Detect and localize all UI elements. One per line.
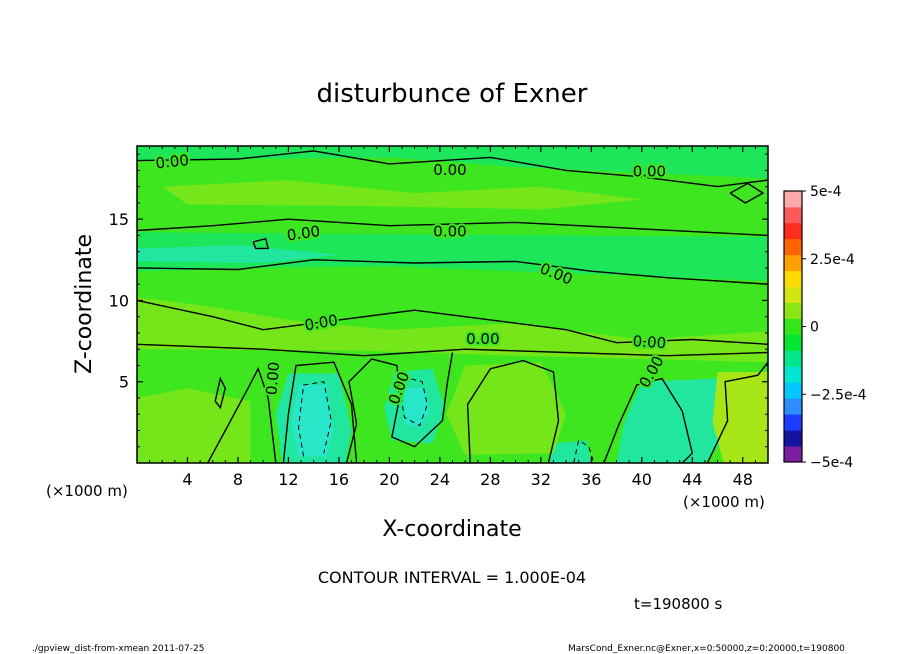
- x-tick-label: 40: [632, 470, 652, 489]
- field-patches: [137, 146, 768, 463]
- contour-line: [207, 366, 277, 463]
- x-tick-label: 32: [531, 470, 551, 489]
- colorbar-swatch: [784, 382, 802, 399]
- colorbar-tick-label: 5e-4: [810, 184, 842, 200]
- contour-line: [706, 361, 768, 463]
- x-tick-label: 36: [581, 470, 601, 489]
- y-axis-unit: (×1000 m): [46, 482, 128, 500]
- field-patch: [137, 388, 251, 463]
- colorbar-tick-labels: 5e-4 2.5e-4 0 −2.5e-4 −5e-4: [802, 184, 867, 471]
- time-text: t=190800 s: [634, 595, 722, 613]
- contour-line: [252, 237, 270, 250]
- colorbar-swatch: [784, 191, 802, 208]
- contour-line: [137, 299, 768, 345]
- contour-line: [137, 259, 768, 285]
- contour-interval-text: CONTOUR INTERVAL = 1.000E-04: [318, 568, 586, 587]
- contour-label: 0.00: [466, 330, 499, 348]
- contour-line: [345, 352, 454, 463]
- x-tick-label: 28: [480, 470, 500, 489]
- colorbar-swatch: [784, 302, 802, 319]
- colorbar: [783, 190, 803, 463]
- colorbar-swatch: [784, 222, 802, 240]
- footer-left: ./gpview_dist-from-xmean 2011-07-25: [32, 644, 204, 654]
- x-tick-label: 12: [278, 470, 298, 489]
- y-tick-label: 10: [109, 291, 129, 310]
- colorbar-swatch: [784, 430, 802, 447]
- field-patch: [404, 386, 430, 428]
- contour-label: 0.00: [633, 163, 666, 181]
- colorbar-swatch: [784, 318, 802, 335]
- colorbar-swatch: [784, 446, 802, 463]
- x-tick-label: 24: [430, 470, 450, 489]
- contour-lines: [137, 150, 768, 463]
- field-patch: [446, 362, 567, 455]
- contour-line: [399, 377, 428, 427]
- contour-line: [466, 359, 560, 463]
- contour-line: [214, 376, 227, 410]
- colorbar-tick-label: 2.5e-4: [810, 252, 855, 268]
- x-axis-label: X-coordinate: [382, 517, 521, 542]
- colorbar-swatch: [784, 270, 802, 288]
- y-axis: 5 10 15: [109, 153, 768, 448]
- contour-label: 0.00: [155, 151, 190, 172]
- contour-label: 0.00: [262, 361, 283, 396]
- x-tick-label: 44: [682, 470, 702, 489]
- field-patch: [712, 372, 768, 463]
- contour-label: 0.00: [433, 223, 466, 241]
- contour-line: [297, 381, 332, 457]
- contour-label: 0.00: [433, 161, 466, 179]
- field-patch: [291, 385, 334, 457]
- field-patch: [548, 440, 592, 463]
- plot-area: 0.000.000.000.000.000.000.000.00 0.000.00…: [137, 146, 768, 463]
- colorbar-swatch: [784, 238, 802, 256]
- x-tick-label: 20: [379, 470, 399, 489]
- field-patch: [616, 378, 731, 463]
- colorbar-swatch: [784, 398, 802, 415]
- field-patch: [137, 146, 768, 179]
- contour-line: [137, 343, 768, 357]
- contour-line: [137, 218, 768, 237]
- field-patch: [137, 297, 768, 363]
- colorbar-swatch: [784, 206, 802, 224]
- x-tick-label: 48: [733, 470, 753, 489]
- x-tick-label: 16: [329, 470, 349, 489]
- y-tick-label: 15: [109, 210, 129, 229]
- y-axis-label: Z-coordinate: [72, 234, 97, 374]
- colorbar-tick-label: 0: [810, 320, 819, 336]
- colorbar-swatch: [784, 286, 802, 303]
- colorbar-swatch: [784, 334, 802, 351]
- contour-label: 0.00: [632, 332, 667, 352]
- contour-line: [603, 377, 694, 463]
- x-tick-label: 8: [233, 470, 243, 489]
- x-axis-unit: (×1000 m): [683, 493, 765, 511]
- field-patch: [137, 245, 339, 263]
- colorbar-swatch: [784, 414, 802, 431]
- colorbar-tick-label: −2.5e-4: [810, 387, 867, 403]
- contour-line: [573, 439, 595, 463]
- footer-right: MarsCond_Exner.nc@Exner,x=0:50000,z=0:20…: [568, 644, 845, 654]
- contour-line: [282, 361, 358, 463]
- colorbar-tick-label: −5e-4: [810, 455, 853, 471]
- colorbar-swatch: [784, 254, 802, 272]
- chart-title: disturbunce of Exner: [317, 79, 588, 109]
- field-patch: [137, 232, 768, 281]
- x-tick-label: 4: [182, 470, 192, 489]
- x-axis: 4 8 12 16 20 24 28 32 36 40 44 48: [149, 146, 756, 489]
- contour-line: [729, 182, 765, 204]
- contour-line: [137, 150, 768, 188]
- colorbar-swatch: [784, 350, 802, 367]
- field-patch: [162, 180, 642, 210]
- y-tick-label: 5: [119, 373, 129, 392]
- colorbar-swatch: [784, 366, 802, 383]
